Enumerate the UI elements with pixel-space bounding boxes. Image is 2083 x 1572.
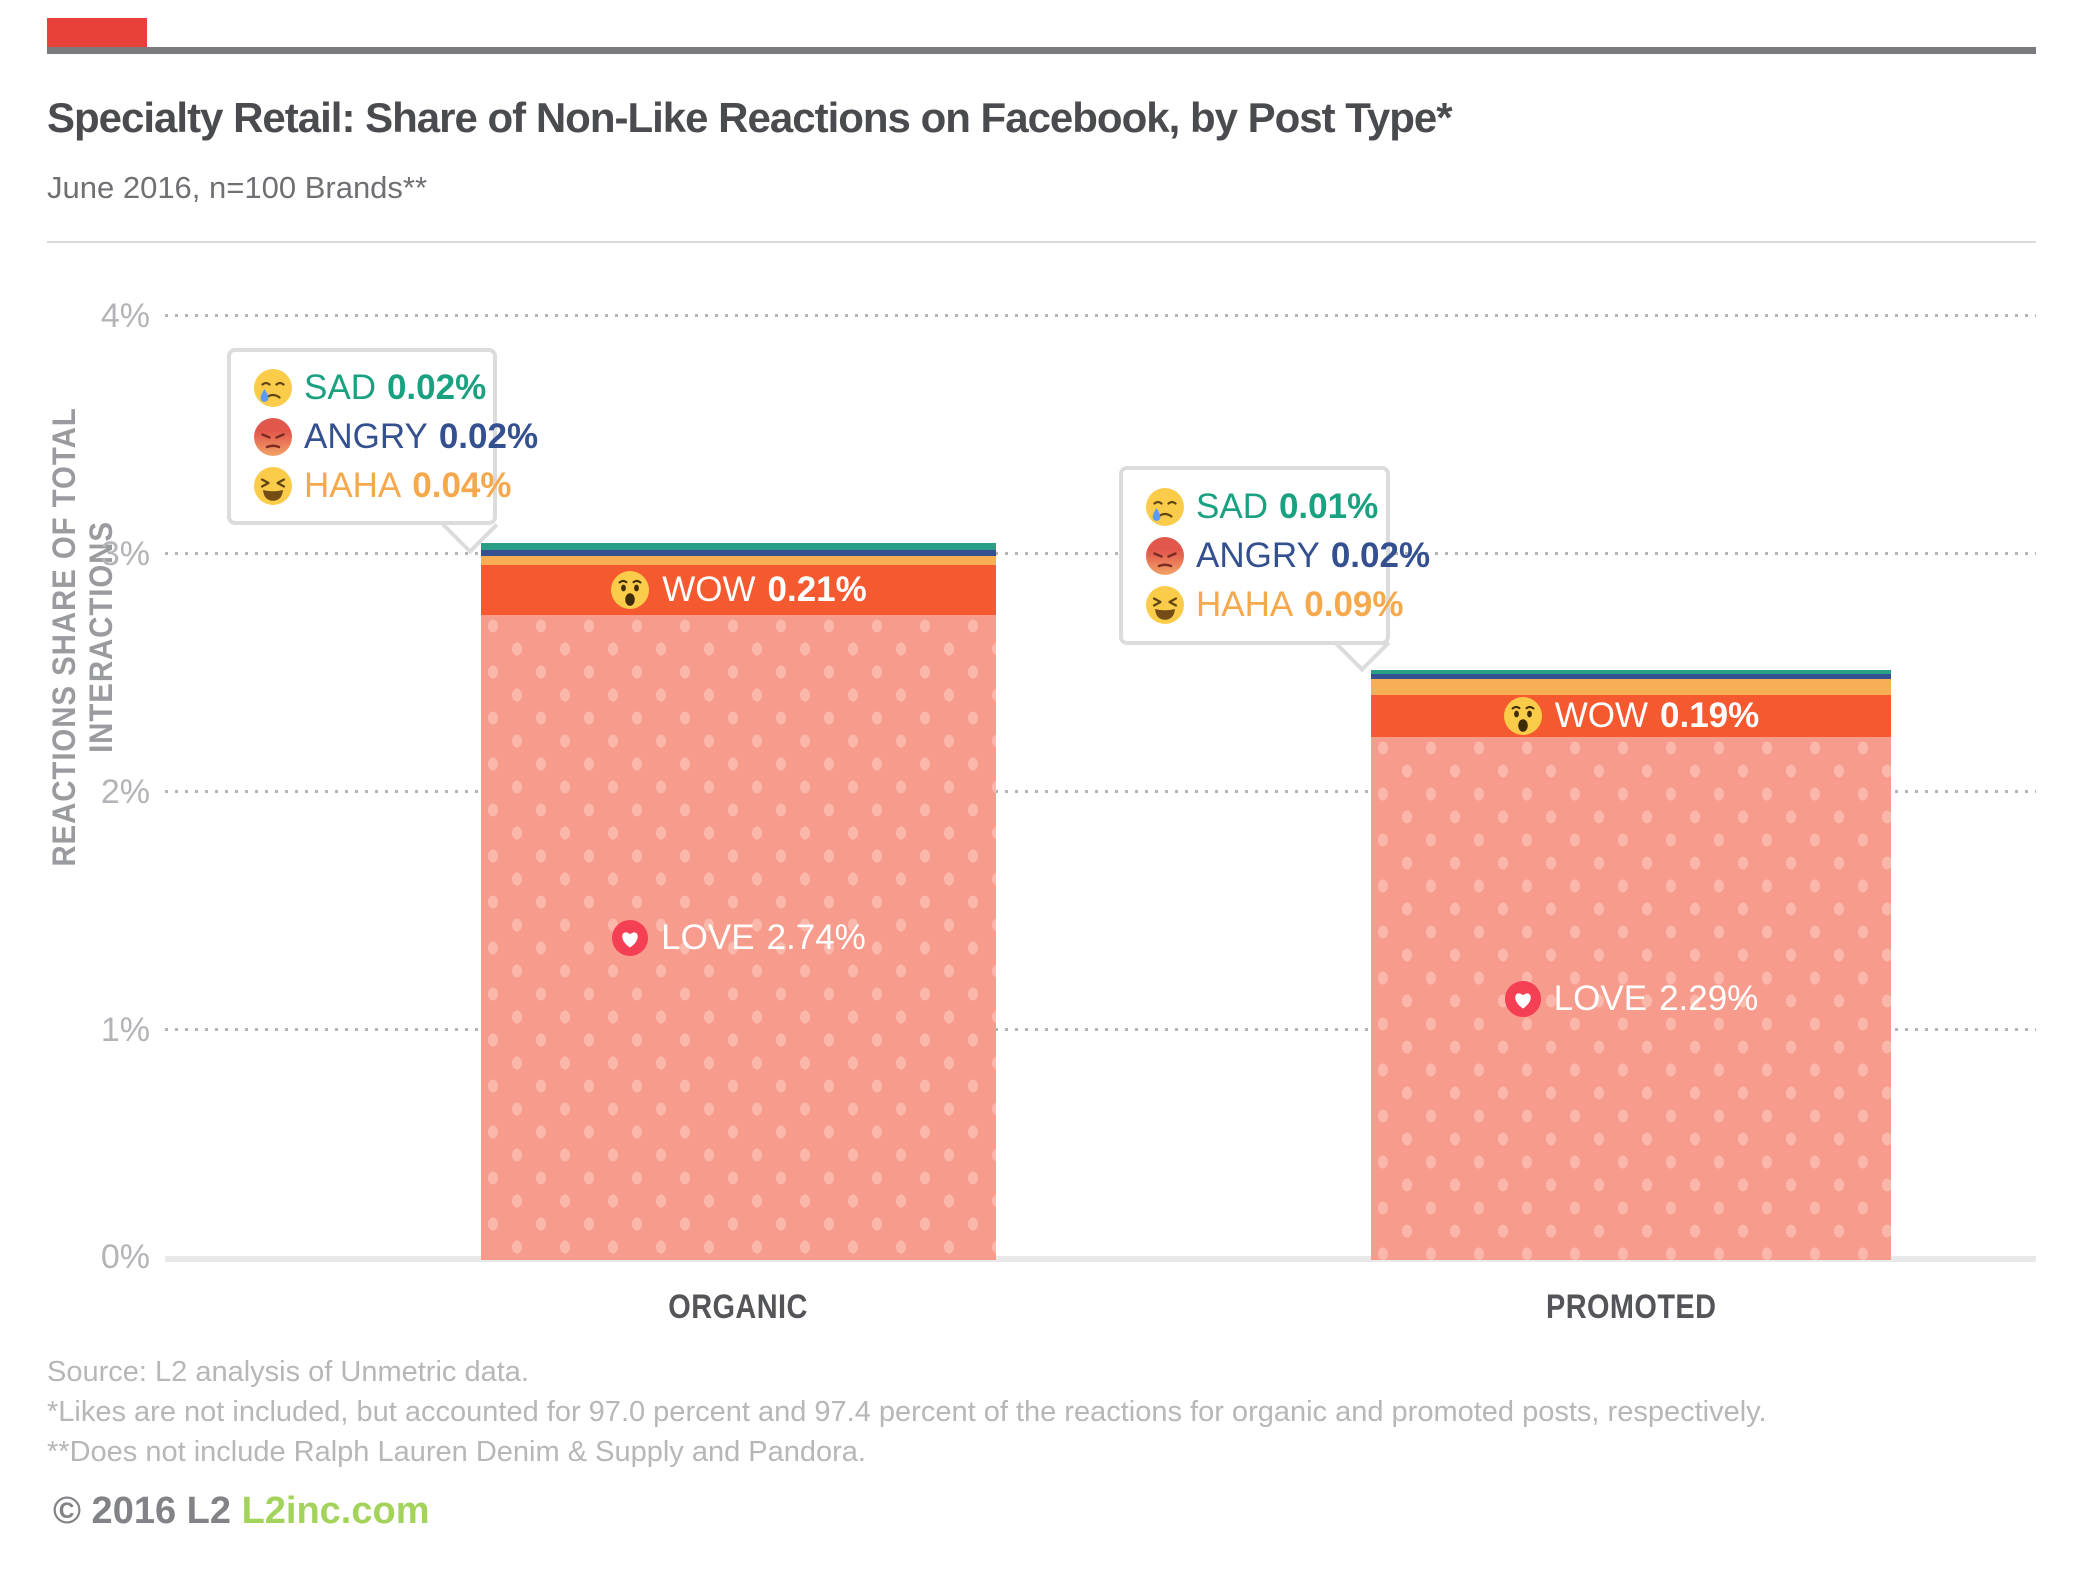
reaction-name: SAD <box>1196 486 1268 526</box>
y-tick-1: 1% <box>100 1011 150 1049</box>
reaction-name: ANGRY <box>304 416 428 456</box>
love-value: 2.74% <box>766 917 866 957</box>
haha-emoji-icon <box>1146 585 1184 624</box>
callout-row-haha: HAHA 0.09% <box>1145 584 1404 625</box>
footnote-source: Source: L2 analysis of Unmetric data. <box>47 1356 529 1388</box>
y-tick-2: 2% <box>100 773 150 811</box>
reaction-name: ANGRY <box>1196 535 1320 575</box>
callout-row-haha: HAHA 0.04% <box>253 465 512 506</box>
category-label-organic: ORGANIC <box>668 1288 809 1326</box>
reaction-name: SAD <box>304 367 376 407</box>
love-emoji-icon <box>1504 980 1541 1017</box>
bar-promoted-haha-segment[interactable] <box>1371 679 1891 695</box>
wow-emoji-icon <box>1503 697 1542 735</box>
chart-title: Specialty Retail: Share of Non-Like Reac… <box>47 94 1453 141</box>
gridline-2pct <box>165 790 2036 793</box>
y-tick-3: 3% <box>100 535 150 573</box>
bar-promoted-love-segment[interactable]: LOVE 2.29% <box>1371 737 1891 1260</box>
reaction-name: HAHA <box>1196 584 1294 624</box>
copyright-text: © 2016 L2 <box>53 1490 242 1532</box>
bar-organic-love-segment[interactable]: LOVE 2.74% <box>481 615 996 1260</box>
y-axis-title: REACTIONS SHARE OF TOTAL INTERACTIONS <box>46 407 119 867</box>
l2-red-accent-bar <box>47 18 147 48</box>
callout-row-angry: ANGRY 0.02% <box>253 416 538 457</box>
reaction-value: 0.01% <box>1278 486 1379 526</box>
bar-organic-haha-segment[interactable] <box>481 556 996 565</box>
love-emoji-icon <box>612 919 649 956</box>
gridline-1pct <box>165 1028 2036 1031</box>
reaction-value: 0.02% <box>386 367 487 407</box>
promoted-callout: SAD 0.01% ANGRY 0.02% HAHA <box>1119 466 1430 645</box>
y-tick-0: 0% <box>100 1238 150 1276</box>
y-tick-4: 4% <box>100 297 150 335</box>
sad-emoji-icon <box>254 368 292 407</box>
love-value: 2.29% <box>1659 978 1759 1018</box>
copyright: © 2016 L2 L2inc.com <box>53 1490 430 1533</box>
x-axis-baseline <box>165 1256 2036 1262</box>
love-segment-label: LOVE 2.74% <box>481 918 996 958</box>
wow-name: WOW <box>662 570 756 609</box>
header-divider <box>47 241 2036 243</box>
callout-row-sad: SAD 0.02% <box>253 367 486 408</box>
bar-promoted[interactable]: WOW 0.19% LOVE 2.29% <box>1371 670 1891 1260</box>
footnote-brands: **Does not include Ralph Lauren Denim & … <box>47 1436 866 1468</box>
love-name: LOVE <box>1553 978 1648 1018</box>
gridline-4pct <box>165 314 2036 317</box>
angry-emoji-icon <box>1146 536 1184 575</box>
chart-subtitle: June 2016, n=100 Brands** <box>47 170 428 205</box>
love-name: LOVE <box>661 917 755 957</box>
reaction-value: 0.02% <box>438 416 539 456</box>
bar-organic[interactable]: WOW 0.21% LOVE 2.74% <box>481 543 996 1260</box>
reaction-value: 0.02% <box>1330 535 1431 575</box>
footnote-likes: *Likes are not included, but accounted f… <box>47 1396 1767 1428</box>
bar-promoted-sad-segment[interactable] <box>1371 670 1891 674</box>
callout-row-sad: SAD 0.01% <box>1145 486 1378 527</box>
haha-emoji-icon <box>254 466 292 505</box>
category-label-promoted: PROMOTED <box>1545 1288 1717 1326</box>
callout-row-angry: ANGRY 0.02% <box>1145 535 1430 576</box>
l2inc-link[interactable]: L2inc.com <box>241 1490 430 1532</box>
wow-segment-label: WOW 0.19% <box>1503 696 1760 736</box>
organic-callout: SAD 0.02% ANGRY 0.02% HAHA <box>227 348 538 525</box>
wow-emoji-icon <box>611 571 650 609</box>
bar-organic-wow-segment[interactable]: WOW 0.21% <box>481 565 996 615</box>
wow-value: 0.21% <box>767 570 867 609</box>
reaction-value: 0.09% <box>1304 584 1404 624</box>
reaction-name: HAHA <box>304 465 402 505</box>
wow-value: 0.19% <box>1660 696 1760 735</box>
bar-organic-angry-segment[interactable] <box>481 550 996 556</box>
wow-segment-label: WOW 0.21% <box>610 570 867 610</box>
bar-organic-sad-segment[interactable] <box>481 543 996 550</box>
bar-promoted-angry-segment[interactable] <box>1371 674 1891 679</box>
sad-emoji-icon <box>1146 487 1184 526</box>
gridline-3pct <box>165 552 2036 555</box>
wow-name: WOW <box>1554 696 1649 735</box>
love-segment-label: LOVE 2.29% <box>1371 979 1891 1019</box>
angry-emoji-icon <box>254 417 292 456</box>
reaction-value: 0.04% <box>412 465 512 505</box>
top-rule <box>47 47 2036 54</box>
bar-promoted-wow-segment[interactable]: WOW 0.19% <box>1371 695 1891 737</box>
